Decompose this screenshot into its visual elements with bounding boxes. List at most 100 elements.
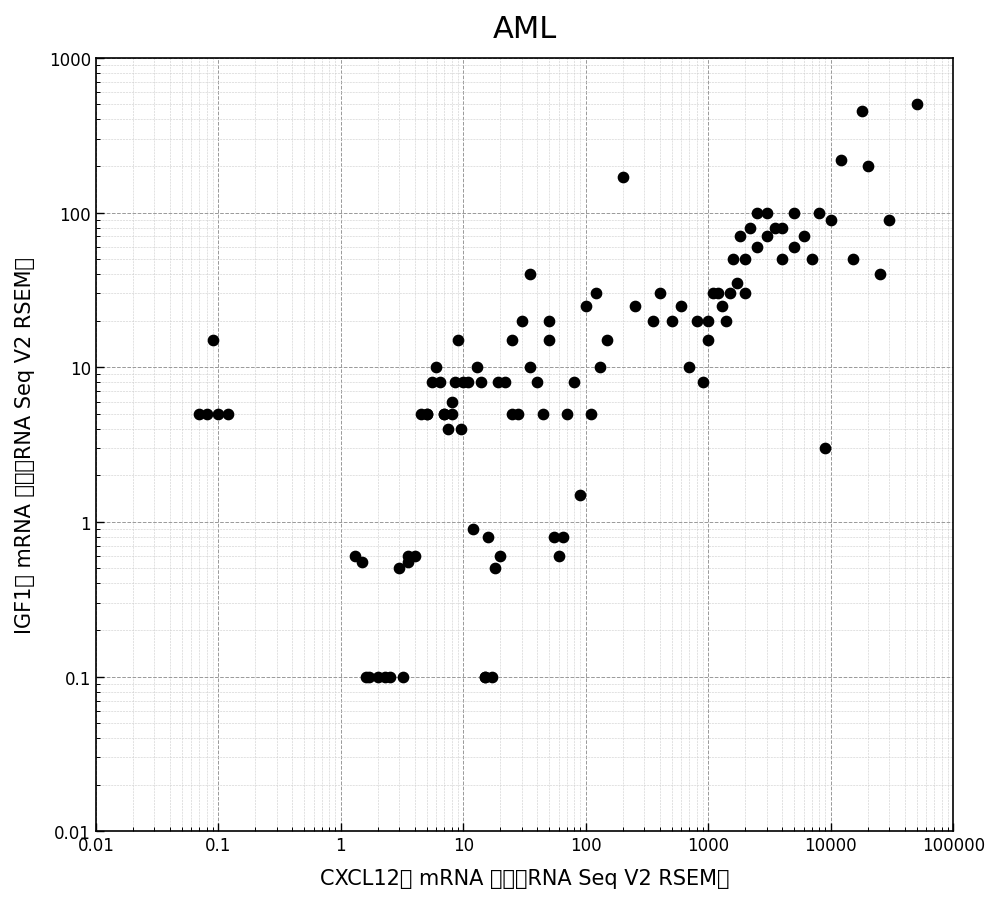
Point: [440, 422, 456, 436]
Point: [833, 154, 849, 168]
Point: [681, 360, 697, 375]
Point: [725, 253, 741, 267]
Point: [424, 376, 440, 390]
Point: [191, 407, 207, 422]
Point: [510, 407, 526, 422]
Point: [447, 376, 463, 390]
Point: [407, 549, 423, 563]
Point: [354, 555, 370, 570]
Point: [413, 407, 429, 422]
Point: [535, 407, 551, 422]
Point: [541, 333, 557, 348]
Point: [358, 670, 374, 684]
Point: [627, 299, 643, 313]
Point: [465, 522, 481, 536]
Point: [559, 407, 575, 422]
Point: [749, 206, 765, 220]
Point: [578, 299, 594, 313]
Point: [210, 407, 226, 422]
Point: [599, 333, 615, 348]
Point: [432, 376, 448, 390]
Point: [419, 407, 435, 422]
Point: [497, 376, 513, 390]
Point: [759, 230, 775, 245]
Point: [786, 240, 802, 255]
Point: [767, 221, 783, 236]
Point: [572, 488, 588, 502]
Point: [689, 314, 705, 329]
Point: [729, 276, 745, 291]
Point: [615, 171, 631, 185]
Point: [444, 395, 460, 409]
Point: [860, 160, 876, 174]
Point: [774, 253, 790, 267]
Point: [487, 562, 503, 576]
Point: [453, 422, 469, 436]
Point: [759, 206, 775, 220]
Point: [718, 314, 734, 329]
Point: [796, 230, 812, 245]
Point: [541, 314, 557, 329]
Point: [592, 360, 608, 375]
Point: [652, 287, 668, 302]
Point: [695, 376, 711, 390]
Point: [492, 549, 508, 563]
Point: [484, 670, 500, 684]
Point: [529, 376, 545, 390]
Point: [700, 333, 716, 348]
Point: [504, 407, 520, 422]
Point: [370, 670, 386, 684]
Point: [361, 670, 377, 684]
Point: [705, 287, 721, 302]
Point: [436, 407, 452, 422]
Point: [220, 407, 236, 422]
Point: [347, 549, 363, 563]
Point: [455, 376, 471, 390]
Point: [817, 442, 833, 456]
Point: [854, 105, 870, 119]
Point: [377, 670, 393, 684]
Point: [823, 213, 839, 228]
Y-axis label: IGF1， mRNA 表达（RNA Seq V2 RSEM）: IGF1， mRNA 表达（RNA Seq V2 RSEM）: [15, 256, 35, 633]
Point: [199, 407, 215, 422]
Point: [804, 253, 820, 267]
Point: [742, 221, 758, 236]
Point: [546, 530, 562, 545]
Title: AML: AML: [493, 15, 557, 44]
Point: [477, 670, 493, 684]
Point: [444, 407, 460, 422]
Point: [400, 549, 416, 563]
Point: [872, 267, 888, 282]
Point: [522, 360, 538, 375]
Point: [811, 206, 827, 220]
Point: [382, 670, 398, 684]
Point: [737, 253, 753, 267]
Point: [395, 670, 411, 684]
Point: [566, 376, 582, 390]
Point: [504, 333, 520, 348]
Point: [460, 376, 476, 390]
Point: [645, 314, 661, 329]
Point: [477, 670, 493, 684]
Point: [555, 530, 571, 545]
Point: [737, 287, 753, 302]
Point: [588, 287, 604, 302]
Point: [664, 314, 680, 329]
Point: [583, 407, 599, 422]
Point: [450, 333, 466, 348]
Point: [710, 287, 726, 302]
Point: [673, 299, 689, 313]
Point: [436, 407, 452, 422]
Point: [473, 376, 489, 390]
Point: [881, 213, 897, 228]
X-axis label: CXCL12， mRNA 表达（RNA Seq V2 RSEM）: CXCL12， mRNA 表达（RNA Seq V2 RSEM）: [320, 868, 729, 888]
Point: [732, 230, 748, 245]
Point: [205, 333, 221, 348]
Point: [714, 299, 730, 313]
Point: [428, 360, 444, 375]
Point: [749, 240, 765, 255]
Point: [774, 221, 790, 236]
Point: [909, 98, 925, 113]
Point: [522, 267, 538, 282]
Point: [700, 314, 716, 329]
